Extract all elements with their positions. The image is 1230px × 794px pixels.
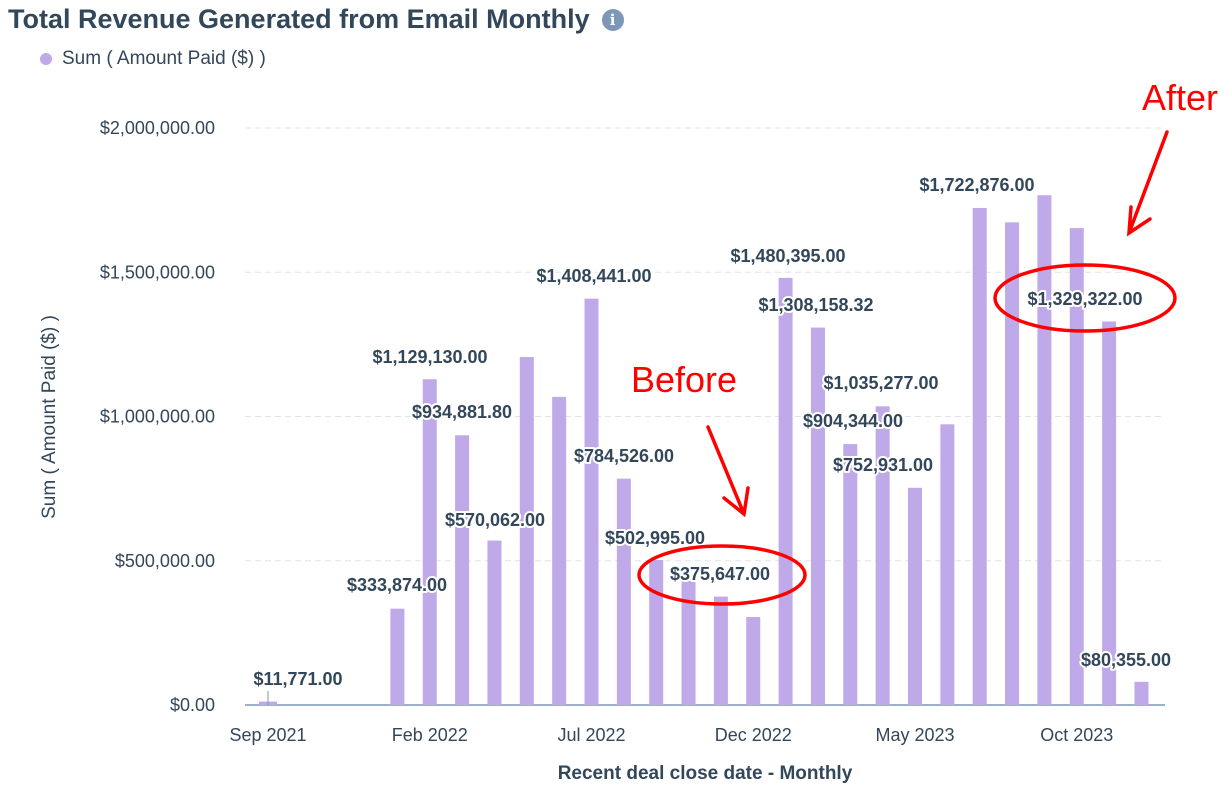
data-label: $333,874.00 [347,575,447,595]
y-tick-label: $1,000,000.00 [100,407,215,427]
annotation-before-arrow [706,425,750,518]
x-tick-label: Feb 2022 [392,725,468,745]
data-label: $752,931.00 [833,455,933,475]
annotation-before-text: Before [631,359,737,400]
bar[interactable] [1005,222,1020,706]
data-label: $1,308,158.32 [758,295,873,315]
data-label: $1,480,395.00 [730,246,845,266]
bar[interactable] [455,435,470,705]
bar[interactable] [1037,195,1052,705]
bar[interactable] [972,207,987,706]
info-icon[interactable]: i [601,8,624,31]
y-tick-label: $1,500,000.00 [100,262,215,282]
y-tick-label: $500,000.00 [115,551,215,571]
chart-title: Total Revenue Generated from Email Month… [8,4,624,35]
data-label: $11,771.00 [253,669,342,689]
data-label: $784,526.00 [574,446,674,466]
annotation-after-ellipse [993,263,1177,333]
bar[interactable] [616,478,631,705]
bar[interactable] [487,540,502,705]
bar[interactable] [519,357,534,705]
data-label: $1,722,876.00 [919,175,1034,195]
bar[interactable] [390,608,405,705]
data-label: $1,035,277.00 [823,373,938,393]
y-tick-label: $2,000,000.00 [100,118,215,138]
bar[interactable] [810,327,825,705]
legend-swatch [40,53,52,65]
y-axis-title: Sum ( Amount Paid ($) ) [39,315,60,519]
bar[interactable] [713,596,728,705]
bar[interactable] [1102,321,1117,705]
bar[interactable] [1069,228,1084,705]
x-tick-label: Oct 2023 [1040,725,1113,745]
data-label: $1,408,441.00 [536,266,651,286]
annotation-after-text: After [1142,77,1218,118]
x-tick-label: May 2023 [875,725,954,745]
data-label: $934,881.80 [412,402,512,422]
bar[interactable] [1134,681,1149,705]
annotation-after-arrow [1126,130,1169,237]
bar[interactable] [843,444,858,705]
bar[interactable] [584,298,599,705]
legend[interactable]: Sum ( Amount Paid ($) ) [40,48,266,70]
data-label: $80,355.00 [1081,650,1171,670]
bar[interactable] [940,424,955,705]
x-tick-label: Jul 2022 [557,725,625,745]
bar[interactable] [778,277,793,705]
data-label: $570,062.00 [445,510,545,530]
bar[interactable] [552,396,567,705]
bar[interactable] [746,617,761,705]
data-label: $904,344.00 [803,411,903,431]
bar[interactable] [875,406,890,705]
x-tick-label: Dec 2022 [715,725,792,745]
data-label: $502,995.00 [605,528,705,548]
bar[interactable] [908,487,922,705]
x-axis-title: Recent deal close date - Monthly [558,763,853,784]
bar[interactable] [681,580,696,705]
y-tick-label: $0.00 [170,695,215,715]
legend-label: Sum ( Amount Paid ($) ) [62,48,266,69]
annotation-before-ellipse [637,544,807,606]
data-label: $1,329,322.00 [1027,289,1142,309]
x-tick-label: Sep 2021 [229,725,306,745]
bar[interactable] [422,379,437,705]
data-label: $375,647.00 [670,564,770,584]
chart-title-text: Total Revenue Generated from Email Month… [8,4,590,34]
bar[interactable] [649,559,664,705]
data-label: $1,129,130.00 [372,347,487,367]
